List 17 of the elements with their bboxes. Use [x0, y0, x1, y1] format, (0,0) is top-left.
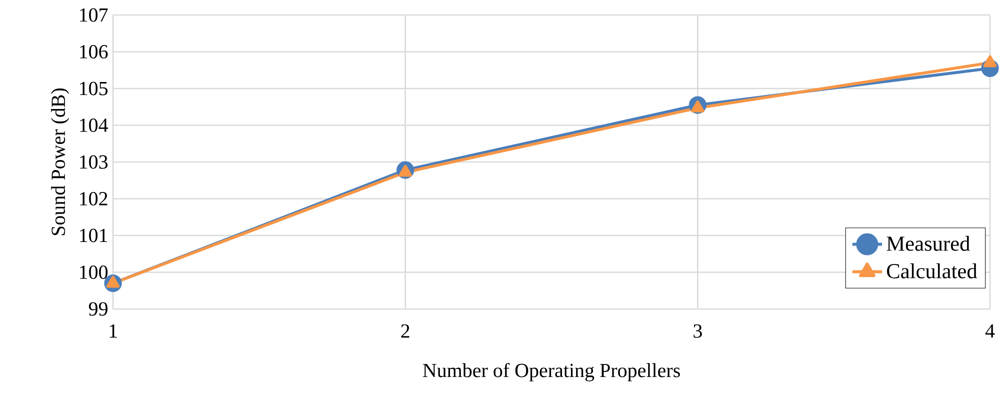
legend-label: Measured — [886, 236, 970, 251]
x-tick-label: 2 — [401, 324, 410, 338]
y-tick-label: 105 — [80, 82, 108, 96]
x-axis-title: Number of Operating Propellers — [422, 362, 680, 382]
y-axis-title: Sound Power (dB) — [51, 88, 70, 236]
y-tick-label: 101 — [80, 228, 108, 242]
x-tick-label: 4 — [985, 324, 995, 338]
legend-label: Calculated — [887, 263, 978, 278]
x-tick-label: 3 — [694, 324, 702, 338]
x-tick-label: 1 — [110, 324, 117, 338]
y-tick-label: 106 — [80, 45, 108, 58]
y-tick-label: 102 — [80, 192, 108, 206]
y-tick-label: 99 — [88, 302, 108, 316]
y-tick-label: 100 — [80, 265, 108, 279]
y-tick-label: 104 — [80, 118, 108, 132]
y-tick-label: 103 — [80, 155, 108, 169]
y-tick-label: 107 — [80, 8, 108, 22]
